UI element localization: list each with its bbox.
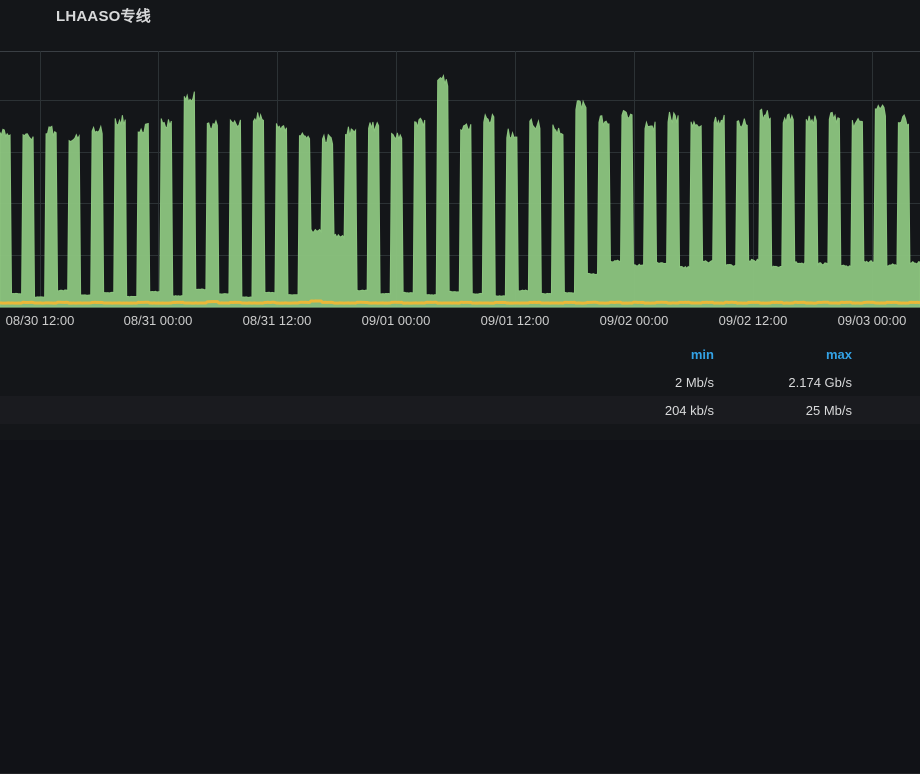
table-row[interactable]: 2 Mb/s 2.174 Gb/s 879 Mb/s bbox=[0, 368, 920, 396]
legend-value-max: 2.174 Gb/s bbox=[788, 374, 852, 390]
legend-value-avg: 6 Mb/s bbox=[876, 396, 920, 424]
x-axis-tick-label: 09/01 12:00 bbox=[480, 313, 550, 328]
series-in-area bbox=[0, 74, 920, 308]
timeseries-chart bbox=[0, 51, 920, 308]
x-axis-tick-label: 09/01 00:00 bbox=[361, 313, 431, 328]
legend-table-wrapper: min max avg 2 Mb/s2.174 Gb/s879 Mb/s204 … bbox=[0, 340, 920, 774]
legend-header-min[interactable]: min bbox=[690, 346, 714, 362]
x-axis-tick-label: 08/30 12:00 bbox=[5, 313, 75, 328]
chart-plot-area[interactable] bbox=[0, 51, 920, 308]
legend-body: 2 Mb/s 2.174 Gb/s 879 Mb/s 204 kb/s 25 Mb/s 6… bbox=[0, 368, 920, 424]
legend-series-name bbox=[0, 396, 600, 424]
page-title: LHAASO专线 bbox=[56, 7, 151, 25]
legend-value-avg: 879 Mb/s bbox=[876, 368, 920, 396]
legend-series-name bbox=[0, 368, 600, 396]
legend-value-min: 2 Mb/s bbox=[674, 374, 714, 390]
x-axis-tick-label: 08/31 12:00 bbox=[242, 313, 312, 328]
legend-value-max: 25 Mb/s bbox=[805, 402, 852, 418]
x-axis-tick-label: 09/02 12:00 bbox=[718, 313, 788, 328]
table-row[interactable]: 204 kb/s 25 Mb/s 6 Mb/s bbox=[0, 396, 920, 424]
legend-header-max[interactable]: max bbox=[825, 346, 852, 362]
legend-table: min max avg 2 Mb/s2.174 Gb/s879 Mb/s204 … bbox=[0, 340, 920, 424]
legend-series-name-header bbox=[0, 340, 600, 368]
x-axis-tick-label: 09/03 00:00 bbox=[837, 313, 907, 328]
series-out-line bbox=[0, 299, 920, 305]
legend-header-avg[interactable]: avg bbox=[876, 340, 920, 368]
x-axis-tick-label: 08/31 00:00 bbox=[123, 313, 193, 328]
x-axis-tick-label: 09/02 00:00 bbox=[599, 313, 669, 328]
panel-header: LHAASO专线 bbox=[0, 0, 920, 30]
x-axis: 08/30 12:00 08/31 00:00 08/31 12:00 09/01 0… bbox=[0, 308, 920, 336]
legend-header-row: min max avg bbox=[0, 340, 920, 368]
legend-value-min: 204 kb/s bbox=[664, 402, 714, 418]
